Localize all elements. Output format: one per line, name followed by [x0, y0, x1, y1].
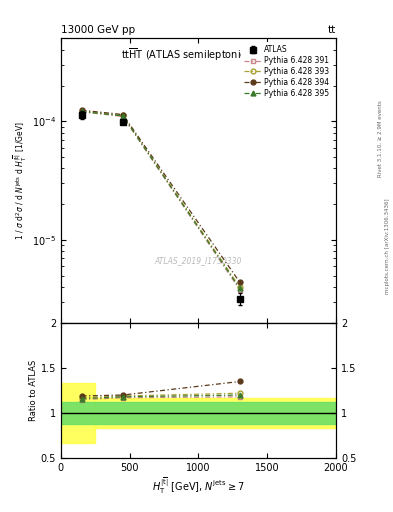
Pythia 6.428 391 — [79, 109, 84, 115]
Y-axis label: Ratio to ATLAS: Ratio to ATLAS — [29, 360, 38, 421]
Pythia 6.428 393 — [237, 284, 242, 290]
Pythia 6.428 394 — [120, 112, 125, 118]
Text: tt$\overline{\rm H}$T (ATLAS semileptonic t$\overline{\rm t}$bar): tt$\overline{\rm H}$T (ATLAS semileptoni… — [121, 47, 276, 63]
X-axis label: $H_{\rm T}^{|\overline{\rm t}|}$ [GeV], $N^{\rm jets} \geq 7$: $H_{\rm T}^{|\overline{\rm t}|}$ [GeV], … — [152, 476, 245, 496]
Pythia 6.428 395 — [120, 113, 125, 119]
Text: Rivet 3.1.10, ≥ 2.9M events: Rivet 3.1.10, ≥ 2.9M events — [378, 100, 383, 177]
Line: Pythia 6.428 393: Pythia 6.428 393 — [79, 109, 242, 289]
Pythia 6.428 393 — [79, 108, 84, 114]
Line: Pythia 6.428 394: Pythia 6.428 394 — [79, 108, 242, 285]
Pythia 6.428 394 — [237, 279, 242, 285]
Pythia 6.428 395 — [237, 285, 242, 291]
Y-axis label: 1 / $\sigma$ d$^2\sigma$ / d $N^{\rm jets}$ d $H_{\rm T}^{|\overline{\rm t}|}$ [: 1 / $\sigma$ d$^2\sigma$ / d $N^{\rm jet… — [12, 121, 29, 240]
Line: Pythia 6.428 395: Pythia 6.428 395 — [79, 109, 242, 291]
Text: mcplots.cern.ch [arXiv:1306.3436]: mcplots.cern.ch [arXiv:1306.3436] — [385, 198, 389, 293]
Pythia 6.428 395 — [79, 109, 84, 115]
Text: 13000 GeV pp: 13000 GeV pp — [61, 25, 135, 35]
Text: tt: tt — [328, 25, 336, 35]
Pythia 6.428 391 — [120, 113, 125, 119]
Pythia 6.428 393 — [120, 113, 125, 119]
Text: ATLAS_2019_I1750330: ATLAS_2019_I1750330 — [155, 255, 242, 265]
Pythia 6.428 394 — [79, 107, 84, 113]
Legend: ATLAS, Pythia 6.428 391, Pythia 6.428 393, Pythia 6.428 394, Pythia 6.428 395: ATLAS, Pythia 6.428 391, Pythia 6.428 39… — [241, 42, 332, 101]
Line: Pythia 6.428 391: Pythia 6.428 391 — [79, 110, 242, 292]
Pythia 6.428 391 — [237, 287, 242, 293]
